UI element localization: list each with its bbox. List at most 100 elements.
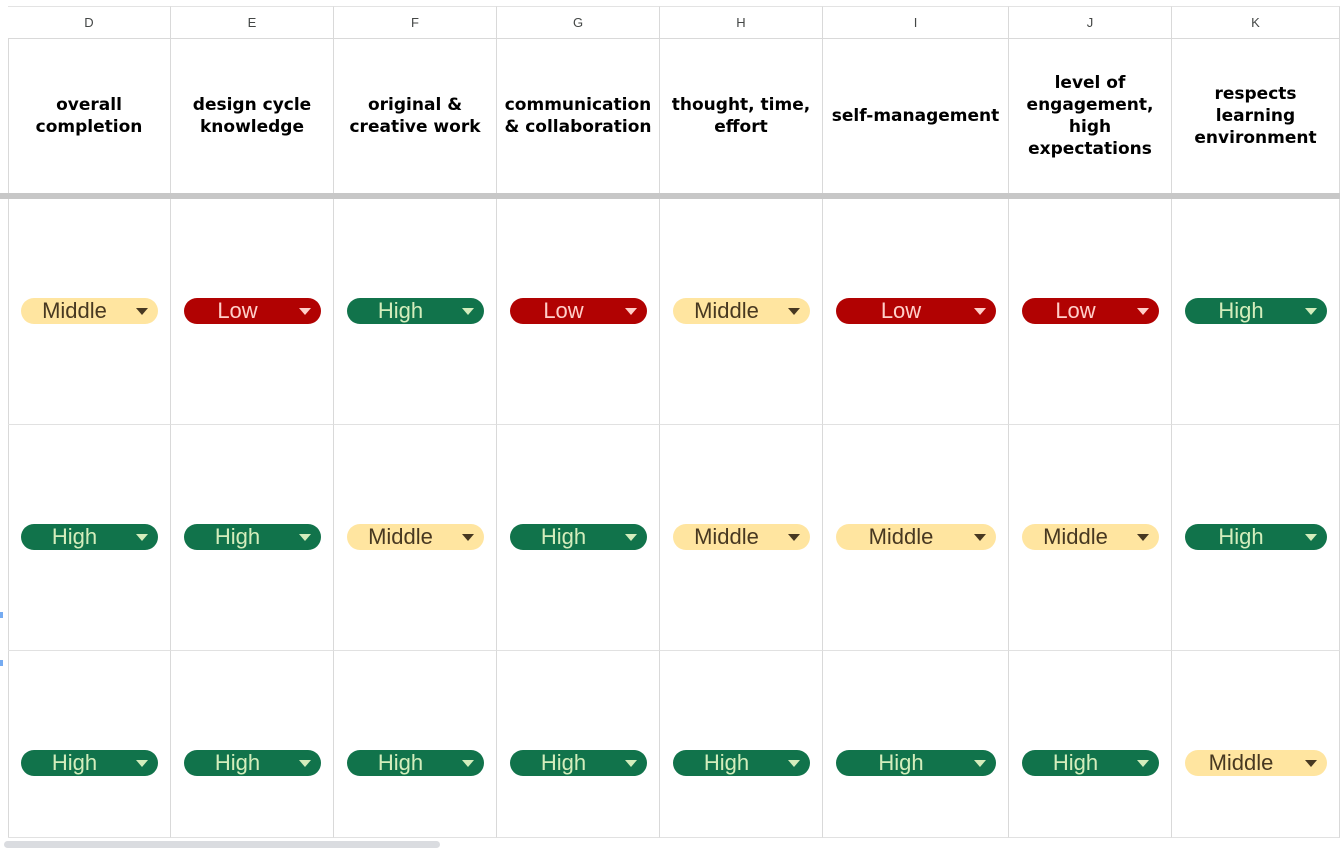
table-cell[interactable] — [8, 425, 171, 651]
chip-label: Low — [1055, 298, 1096, 323]
rating-dropdown-chip[interactable]: Middle — [836, 524, 996, 550]
rating-dropdown-chip[interactable]: High — [347, 298, 484, 324]
table-cell[interactable] — [660, 425, 823, 651]
column-letter-f[interactable]: F — [334, 6, 497, 39]
dropdown-arrow-icon[interactable] — [462, 534, 474, 541]
table-cell[interactable] — [1009, 199, 1172, 425]
chip-label: Low — [880, 298, 922, 323]
dropdown-arrow-icon[interactable] — [1137, 534, 1149, 541]
dropdown-arrow-icon[interactable] — [1305, 760, 1317, 767]
rating-dropdown-chip[interactable]: Middle — [1022, 524, 1159, 550]
dropdown-arrow-icon[interactable] — [625, 534, 637, 541]
table-cell[interactable] — [1009, 651, 1172, 838]
rating-dropdown-chip[interactable]: High — [1185, 298, 1327, 324]
rating-dropdown-chip[interactable]: High — [836, 750, 996, 776]
dropdown-arrow-icon[interactable] — [1137, 308, 1149, 315]
rating-dropdown-chip[interactable]: Middle — [347, 524, 484, 550]
column-letter-h[interactable]: H — [660, 6, 823, 39]
table-cell[interactable] — [823, 425, 1009, 651]
column-letter-i[interactable]: I — [823, 6, 1009, 39]
chip-label: High — [214, 750, 261, 775]
row-edge-marker — [0, 612, 3, 618]
dropdown-arrow-icon[interactable] — [788, 308, 800, 315]
dropdown-arrow-icon[interactable] — [136, 760, 148, 767]
header-cell-g[interactable]: communication & collaboration — [497, 39, 660, 193]
rating-dropdown-chip[interactable]: Low — [510, 298, 647, 324]
dropdown-arrow-icon[interactable] — [1305, 308, 1317, 315]
rating-dropdown-chip[interactable]: High — [673, 750, 810, 776]
header-label: level of engagement, high expectations — [1026, 73, 1154, 159]
table-cell[interactable] — [171, 651, 334, 838]
dropdown-arrow-icon[interactable] — [1137, 760, 1149, 767]
dropdown-arrow-icon[interactable] — [299, 308, 311, 315]
dropdown-arrow-icon[interactable] — [625, 760, 637, 767]
rating-dropdown-chip[interactable]: High — [21, 750, 158, 776]
table-cell[interactable] — [497, 651, 660, 838]
table-cell[interactable] — [497, 199, 660, 425]
table-cell[interactable] — [171, 199, 334, 425]
column-letter-d[interactable]: D — [8, 6, 171, 39]
header-cell-j[interactable]: level of engagement, high expectations — [1009, 39, 1172, 193]
header-cell-d[interactable]: overall completion — [8, 39, 171, 193]
header-cell-f[interactable]: original & creative work — [334, 39, 497, 193]
dropdown-arrow-icon[interactable] — [462, 308, 474, 315]
rating-dropdown-chip[interactable]: High — [1022, 750, 1159, 776]
table-cell[interactable] — [8, 651, 171, 838]
rating-dropdown-chip[interactable]: High — [347, 750, 484, 776]
table-cell[interactable] — [334, 199, 497, 425]
header-cell-k[interactable]: respects learning environment — [1172, 39, 1340, 193]
dropdown-arrow-icon[interactable] — [1305, 534, 1317, 541]
dropdown-arrow-icon[interactable] — [974, 534, 986, 541]
dropdown-arrow-icon[interactable] — [136, 308, 148, 315]
column-letter-e[interactable]: E — [171, 6, 334, 39]
column-letter-k[interactable]: K — [1172, 6, 1340, 39]
table-cell[interactable] — [1009, 425, 1172, 651]
column-letter-g[interactable]: G — [497, 6, 660, 39]
header-cell-i[interactable]: self-management — [823, 39, 1009, 193]
chip-label: Middle — [1043, 524, 1108, 549]
table-cell[interactable] — [334, 651, 497, 838]
header-label: communication & collaboration — [504, 95, 652, 137]
rating-dropdown-chip[interactable]: Middle — [673, 524, 810, 550]
table-cell[interactable] — [660, 199, 823, 425]
rating-dropdown-chip[interactable]: Middle — [1185, 750, 1327, 776]
column-letter-j[interactable]: J — [1009, 6, 1172, 39]
table-cell[interactable] — [660, 651, 823, 838]
rating-dropdown-chip[interactable]: Middle — [673, 298, 810, 324]
dropdown-arrow-icon[interactable] — [788, 760, 800, 767]
rating-dropdown-chip[interactable]: High — [510, 524, 647, 550]
freeze-divider[interactable] — [0, 193, 1340, 199]
table-cell[interactable] — [823, 199, 1009, 425]
rating-dropdown-chip[interactable]: Middle — [21, 298, 158, 324]
chip-label: Middle — [868, 524, 934, 549]
table-cell[interactable] — [823, 651, 1009, 838]
rating-dropdown-chip[interactable]: Low — [184, 298, 321, 324]
header-label: overall completion — [35, 95, 143, 137]
table-cell[interactable] — [171, 425, 334, 651]
table-cell[interactable] — [497, 425, 660, 651]
horizontal-scrollbar-thumb[interactable] — [4, 841, 440, 848]
rating-dropdown-chip[interactable]: High — [184, 524, 321, 550]
rating-dropdown-chip[interactable]: High — [184, 750, 321, 776]
horizontal-scrollbar-track[interactable] — [0, 838, 1340, 848]
dropdown-arrow-icon[interactable] — [788, 534, 800, 541]
table-cell[interactable] — [334, 425, 497, 651]
rating-dropdown-chip[interactable]: Low — [1022, 298, 1159, 324]
header-cell-e[interactable]: design cycle knowledge — [171, 39, 334, 193]
chip-label: High — [1218, 298, 1264, 323]
header-cell-h[interactable]: thought, time, effort — [660, 39, 823, 193]
dropdown-arrow-icon[interactable] — [974, 308, 986, 315]
rating-dropdown-chip[interactable]: High — [1185, 524, 1327, 550]
table-cell[interactable] — [1172, 651, 1340, 838]
dropdown-arrow-icon[interactable] — [974, 760, 986, 767]
dropdown-arrow-icon[interactable] — [625, 308, 637, 315]
table-cell[interactable] — [8, 199, 171, 425]
rating-dropdown-chip[interactable]: Low — [836, 298, 996, 324]
dropdown-arrow-icon[interactable] — [136, 534, 148, 541]
dropdown-arrow-icon[interactable] — [462, 760, 474, 767]
dropdown-arrow-icon[interactable] — [299, 534, 311, 541]
rating-dropdown-chip[interactable]: High — [21, 524, 158, 550]
dropdown-arrow-icon[interactable] — [299, 760, 311, 767]
chip-label: High — [377, 750, 424, 775]
rating-dropdown-chip[interactable]: High — [510, 750, 647, 776]
